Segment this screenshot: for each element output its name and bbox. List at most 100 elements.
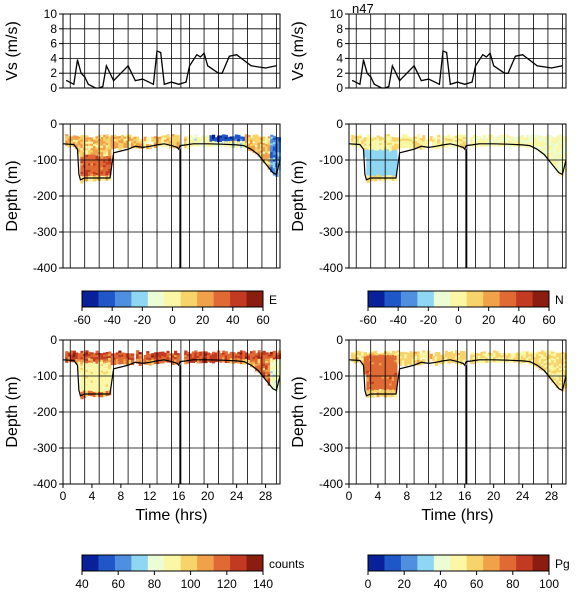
- colorbar-swatch: [180, 555, 198, 571]
- speed-point: [84, 76, 86, 78]
- colorbar-swatch: [164, 555, 182, 571]
- heatmap-cell: [447, 358, 451, 364]
- y-tick-label: 8: [336, 22, 343, 36]
- speed-point: [264, 67, 267, 69]
- speed-point: [352, 80, 354, 82]
- heatmap-cell: [255, 149, 259, 155]
- colorbar-swatch: [230, 291, 248, 307]
- colorbar-swatch: [532, 291, 550, 307]
- heatmap-cell: [520, 141, 524, 147]
- x-tick-label: 24: [516, 489, 530, 503]
- heatmap-cell: [417, 360, 421, 366]
- colorbar-tick-label: 60: [470, 577, 484, 591]
- heatmap-cell: [270, 382, 274, 388]
- colorbar-swatch: [213, 555, 231, 571]
- heatmap-cell: [414, 360, 418, 366]
- heatmap-cell: [518, 359, 522, 365]
- speed-point: [163, 83, 165, 85]
- heatmap-cell: [477, 357, 481, 364]
- colorbar-swatch: [114, 291, 132, 307]
- speed-point: [359, 83, 361, 85]
- heatmap-cell: [169, 357, 173, 363]
- speed-point: [482, 54, 484, 56]
- colorbar-swatch: [180, 291, 198, 307]
- heatmap-cell: [171, 142, 175, 148]
- y-axis-label: Vs (m/s): [4, 21, 21, 81]
- heatmap-cell: [515, 141, 519, 147]
- heatmap-cell: [199, 358, 203, 364]
- heatmap-cell: [176, 359, 180, 365]
- colorbar-swatch: [246, 555, 264, 571]
- heatmap-cell: [265, 161, 269, 167]
- speed-point: [384, 87, 386, 89]
- colorbar-tick-label: 100: [181, 577, 201, 591]
- heatmap-cell: [80, 394, 84, 400]
- heatmap-cell: [131, 359, 135, 366]
- heatmap-cell: [212, 358, 216, 364]
- heatmap-cell: [525, 358, 530, 364]
- x-tick-label: 8: [118, 489, 125, 503]
- colorbar-swatch: [516, 291, 534, 307]
- y-tick-label: 4: [336, 51, 343, 65]
- speed-point: [427, 78, 430, 80]
- speed-point: [152, 83, 155, 85]
- y-tick-label: 0: [336, 333, 343, 347]
- y-tick-label: -200: [319, 189, 343, 203]
- speed-point: [102, 85, 104, 88]
- heatmap-cell: [376, 392, 380, 398]
- heatmap-cell: [196, 358, 200, 364]
- y-tick-label: 10: [330, 7, 344, 21]
- heatmap-cell: [371, 392, 375, 398]
- heatmap-cell: [136, 143, 140, 149]
- heatmap-cell: [460, 359, 464, 365]
- x-tick-label: 20: [201, 489, 215, 503]
- heatmap-cell: [366, 177, 370, 183]
- y-tick-label: 0: [50, 117, 57, 131]
- colorbar-swatch: [400, 555, 418, 571]
- heatmap-cell: [80, 178, 84, 184]
- colorbar-swatch: [400, 291, 418, 307]
- colorbar-tick-label: 20: [482, 313, 496, 327]
- heatmap-cells: [65, 350, 281, 400]
- y-tick-label: 4: [50, 51, 57, 65]
- colorbar-swatch: [433, 555, 451, 571]
- colorbar-swatch: [114, 555, 132, 571]
- heatmap-cell: [543, 151, 547, 157]
- speed-point: [188, 65, 191, 67]
- heatmap-cell: [262, 158, 266, 164]
- heatmap-cell: [399, 360, 403, 366]
- heatmap-cell: [184, 359, 188, 365]
- heatmap-cell: [110, 144, 114, 150]
- panel-note: n47: [352, 1, 374, 16]
- heatmap-cell: [351, 356, 355, 362]
- y-axis-label: Depth (m): [290, 160, 307, 231]
- heatmap-cell: [227, 141, 231, 147]
- speed-point: [471, 81, 473, 83]
- heatmap-cell: [548, 374, 552, 380]
- heatmap-cell: [404, 360, 408, 366]
- colorbar-swatch: [197, 291, 215, 307]
- heatmap-cell: [508, 142, 512, 148]
- x-tick-label: 16: [172, 489, 186, 503]
- heatmap-cell: [530, 142, 535, 148]
- y-tick-label: -200: [319, 405, 343, 419]
- heatmap-cell: [548, 156, 552, 162]
- y-tick-label: 0: [336, 81, 343, 95]
- colorbar-tick-label: 20: [398, 577, 412, 591]
- heatmap-cell: [118, 144, 122, 150]
- colorbar-depth-Pg: 0 20 40 60 80 100 Pg: [365, 554, 570, 591]
- heatmap-cells: [65, 134, 281, 184]
- heatmap-cell: [394, 176, 398, 182]
- speed-point: [80, 72, 82, 74]
- colorbar-swatch: [213, 291, 231, 307]
- speed-point: [489, 52, 491, 54]
- heatmap-cell: [384, 392, 388, 398]
- colorbar-tick-label: 20: [196, 313, 210, 327]
- heatmap-cell: [186, 143, 190, 149]
- speed-point: [199, 56, 202, 58]
- heatmap-cell: [148, 360, 152, 366]
- speed-point: [87, 83, 89, 85]
